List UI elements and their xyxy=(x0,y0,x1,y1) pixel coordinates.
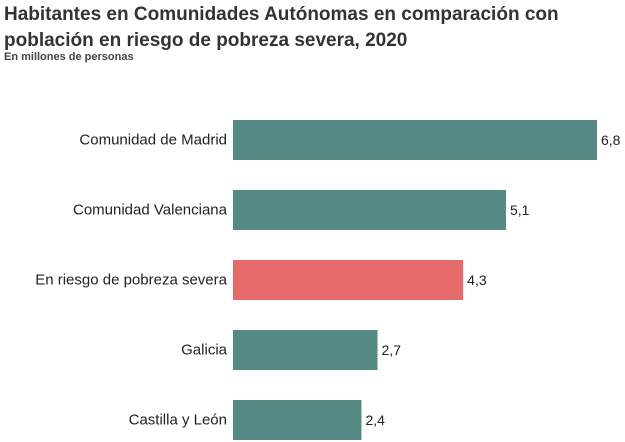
bar-comunidad-valenciana xyxy=(233,190,506,230)
category-label-comunidad-valenciana: Comunidad Valenciana xyxy=(73,202,228,219)
category-label-castilla-y-leon: Castilla y León xyxy=(129,412,227,429)
bar-castilla-y-leon xyxy=(233,400,362,440)
category-label-comunidad-de-madrid: Comunidad de Madrid xyxy=(79,132,227,149)
value-label-castilla-y-leon: 2,4 xyxy=(365,412,385,428)
bar-galicia xyxy=(233,330,378,370)
value-label-comunidad-valenciana: 5,1 xyxy=(510,202,530,218)
value-label-comunidad-de-madrid: 6,8 xyxy=(601,132,621,148)
value-label-en-riesgo-de-pobreza-severa: 4,3 xyxy=(467,272,487,288)
chart-title: Habitantes en Comunidades Autónomas en c… xyxy=(4,4,559,51)
category-label-en-riesgo-de-pobreza-severa: En riesgo de pobreza severa xyxy=(35,272,227,289)
chart-subtitle: En millones de personas xyxy=(4,51,134,63)
bar-en-riesgo-de-pobreza-severa xyxy=(233,260,464,300)
value-label-galicia: 2,7 xyxy=(382,342,402,358)
bar-comunidad-de-madrid xyxy=(233,120,597,160)
category-label-galicia: Galicia xyxy=(181,342,228,359)
